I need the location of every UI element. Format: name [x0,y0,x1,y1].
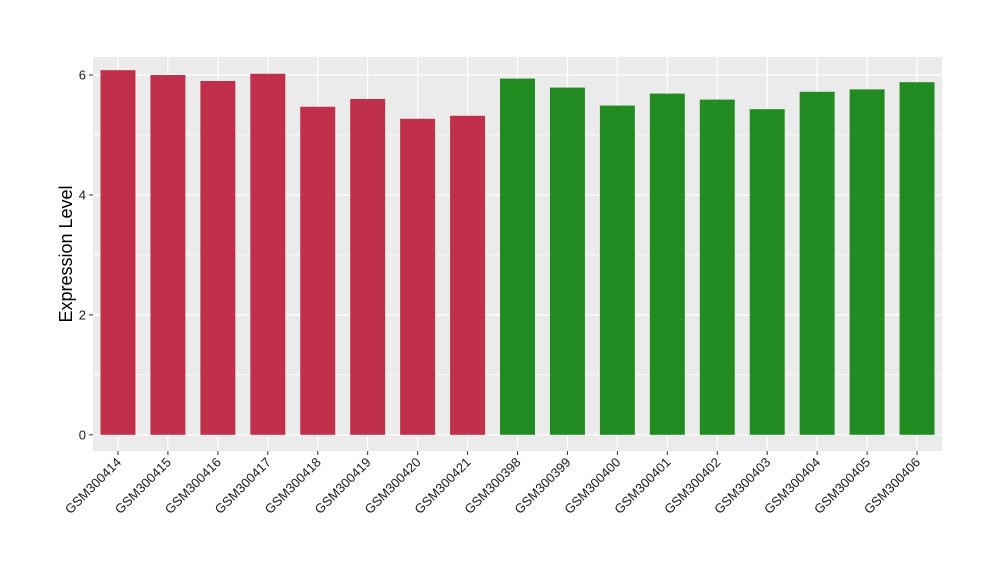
y-tick-label: 6 [79,67,86,82]
bar [599,105,635,435]
y-axis-title: Expression Level [56,185,76,322]
bar [500,78,535,435]
bar [150,74,186,435]
bar [649,93,685,435]
bar [350,98,386,435]
bar [699,99,735,435]
y-tick-label: 4 [79,187,86,202]
y-axis: 0 2 4 6 [79,67,93,442]
bar [200,80,236,435]
bar [549,87,585,435]
bar [749,109,785,435]
y-tick-label: 2 [79,307,86,322]
bar [250,73,286,435]
bar [100,70,136,435]
bar [899,82,935,435]
y-tick-label: 0 [79,427,86,442]
bar [300,106,336,435]
bar [799,91,835,435]
bars [100,70,935,435]
bar [400,118,436,435]
bar [450,115,486,435]
bar [849,89,885,435]
x-axis: GSM300414GSM300415GSM300416GSM300417GSM3… [62,451,923,517]
